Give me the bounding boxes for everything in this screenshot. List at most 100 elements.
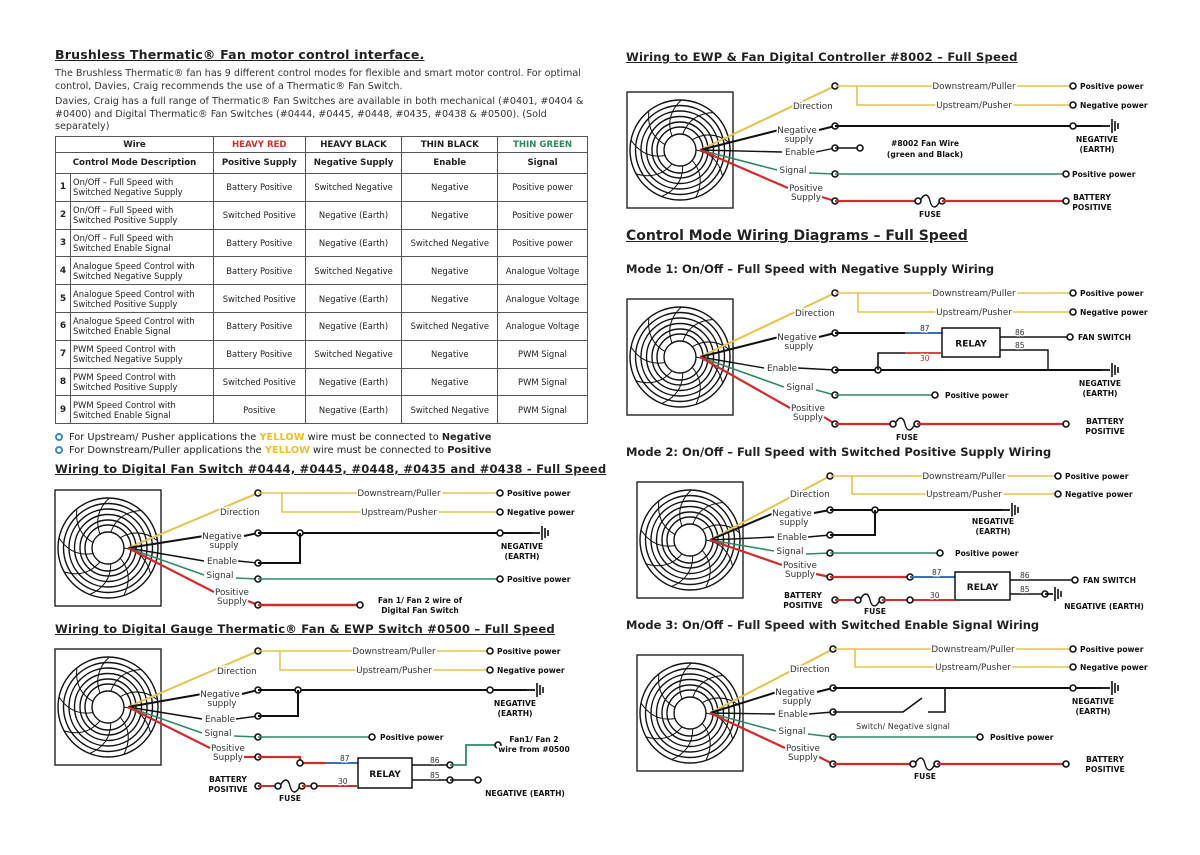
terminal-node [1062,420,1070,428]
wire-label: NEGATIVE [501,542,543,551]
wire-label: FUSE [279,794,301,803]
wire-label: BATTERY [209,775,247,784]
fan-blade [671,728,694,760]
wire-label: Upstream/Pusher [935,663,1011,673]
wire [279,651,490,671]
relay-box [954,571,1011,601]
heading-digital-fan-switch: Wiring to Digital Fan Switch #0444, #044… [55,462,607,476]
fan-blade [679,489,692,527]
wire-label: Positive power [507,489,571,498]
terminal-node [854,596,862,604]
enable-cell: Negative [401,173,499,202]
enable-cell: Negative [401,284,499,313]
fan-blade [89,722,112,754]
wire [709,536,775,541]
wire-label: 86 [1020,571,1030,580]
negative-supply-cell: Switched Negative [304,256,403,286]
fan-blade [701,722,711,761]
terminal-node [496,508,504,516]
relay-label: RELAY [369,770,401,780]
wire [856,86,1073,106]
fan-blade [701,549,711,588]
fan-blade [640,702,676,720]
terminal-node [906,596,914,604]
wire-label: 87 [340,754,350,763]
negative-supply-cell: Switched Negative [304,173,403,202]
fan-blade [635,163,673,177]
wire-label: Direction [795,309,835,319]
terminal-node [1066,333,1074,341]
fan-blade [705,712,734,740]
wire-label: BATTERY [784,591,822,600]
mode-description: Analogue Speed Control with Switched Neg… [70,256,214,286]
wire [258,533,301,564]
terminal-node [1062,197,1070,205]
positive-supply-cell: Switched Positive [213,367,306,397]
terminal-node [368,733,376,741]
wire-label: NEGATIVE (EARTH) [1064,602,1144,611]
fuse-icon [894,417,916,431]
note-downstream: For Downstream/Puller applications the Y… [55,445,491,458]
wire-label: Upstream/Pusher [936,308,1012,318]
fan-guard-ring [68,508,148,588]
table-row: 6 Analogue Speed Control with Switched En… [55,311,588,341]
wire-label: Upstream/Pusher [936,101,1012,111]
wire-label: Positive power [497,647,561,656]
wire-label: supply [208,699,237,709]
wire-label: FUSE [919,210,941,219]
table-row: 3 On/Off – Full Speed with Switched Enabl… [55,228,588,258]
negative-supply-cell: Negative (Earth) [304,284,403,313]
fan-guard-ring [634,311,726,403]
wire-label: Negative [200,690,239,700]
fan-guard-ring [650,500,730,580]
terminal-node [936,549,944,557]
terminal-node [914,197,922,205]
wire [699,129,780,151]
wire [258,755,325,765]
wire [854,649,1073,668]
fan-guard-ring [73,672,143,742]
fan-blade [702,697,740,707]
wire-label: Enable [207,557,237,567]
wire-label: FAN SWITCH [1078,333,1131,342]
wire [797,367,836,371]
fan-blade [630,346,666,364]
fan-hub [91,690,125,724]
terminal-node [1054,472,1062,480]
fan-blade [63,561,101,575]
wire-label: Positive power [1080,82,1144,91]
wire [281,493,500,513]
wire-label: Supply [793,413,823,423]
wire-label: 86 [430,756,440,765]
fan-guard-ring [629,99,731,201]
fan-guard-ring [68,667,148,747]
wire-label: Upstream/Pusher [356,666,432,676]
fan-blade [76,508,94,543]
wire-label: Signal [786,383,813,393]
fan-blade [110,669,142,692]
wire-label: Signal [779,166,806,176]
fan-guard-ring [629,306,731,408]
terminal-node [1069,289,1077,297]
wire [450,744,498,766]
fan-blade [661,372,684,404]
heading-mode-3: Mode 3: On/Off – Full Speed with Switche… [626,618,1040,632]
fan-frame [626,298,734,416]
wire-label: (EARTH) [1082,389,1117,398]
wire-label: NEGATIVE (EARTH) [485,789,565,798]
fan-blade [58,696,94,714]
desc-header: Control Mode Description [55,152,214,174]
wire [877,352,905,370]
wire-label: Positive [215,588,249,598]
heading-control-modes: Control Mode Wiring Diagrams – Full Spee… [626,228,968,244]
terminal-node [1069,122,1077,130]
wire-label: BATTERY [1073,193,1111,202]
wire-label: Signal [206,571,233,581]
fan-blade [661,165,684,197]
terminal-node [310,782,318,790]
wire-label: FUSE [864,607,886,616]
wire-label: (EARTH) [504,552,539,561]
fan-blade [692,502,724,525]
heading-mode-2: Mode 2: On/Off – Full Speed with Switche… [626,445,1052,459]
wire-label: Enable [767,364,797,374]
